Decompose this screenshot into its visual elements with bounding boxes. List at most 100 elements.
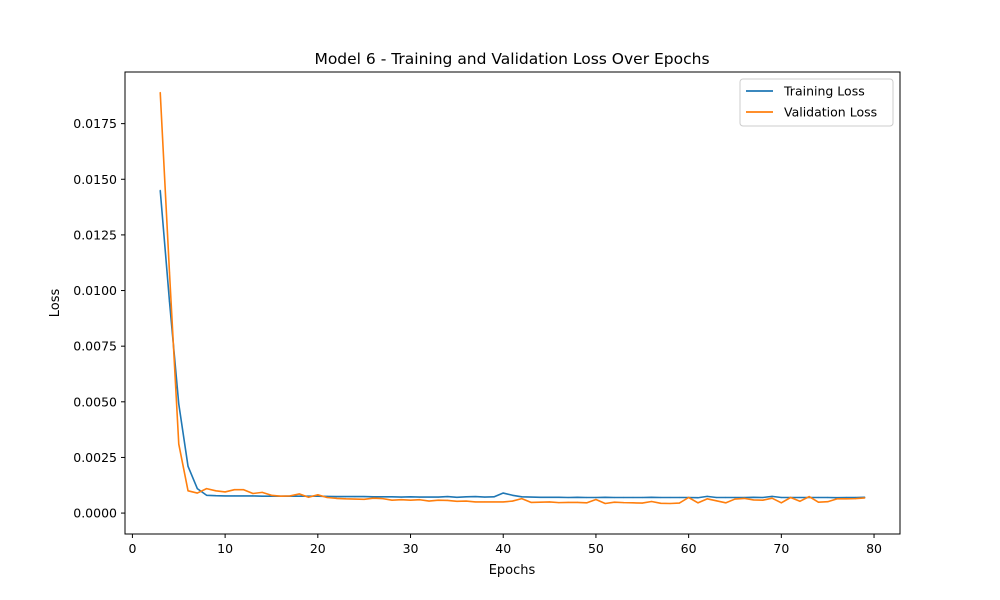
data-point: [372, 497, 375, 499]
data-point: [187, 465, 189, 467]
data-point: [298, 495, 300, 497]
x-tick-label: 60: [681, 541, 697, 556]
data-point: [215, 490, 217, 492]
data-point: [715, 496, 718, 499]
data-point: [669, 496, 671, 499]
data-point: [215, 495, 217, 497]
data-point: [845, 496, 847, 499]
data-point: [706, 495, 708, 497]
data-point: [678, 502, 680, 504]
data-point: [233, 495, 235, 497]
data-point: [604, 502, 606, 505]
data-point: [363, 496, 365, 498]
data-point: [465, 496, 467, 498]
data-point: [762, 496, 764, 499]
data-point: [752, 496, 755, 498]
data-point: [697, 502, 699, 504]
data-point: [178, 443, 180, 445]
data-point: [354, 498, 356, 500]
data-point: [623, 496, 625, 499]
data-point: [335, 497, 337, 499]
data-point: [289, 495, 291, 497]
data-point: [159, 189, 161, 191]
data-point: [771, 497, 773, 499]
data-point: [159, 91, 161, 94]
data-point: [168, 301, 171, 303]
x-tick-label: 10: [217, 541, 233, 556]
data-point: [409, 496, 412, 498]
chart-title: Model 6 - Training and Validation Loss O…: [314, 50, 709, 68]
data-point: [817, 501, 820, 503]
y-tick-label: 0.0000: [73, 506, 117, 521]
x-axis-label: Epochs: [489, 563, 536, 578]
data-point: [780, 502, 782, 504]
data-point: [437, 496, 439, 498]
data-point: [205, 494, 208, 496]
data-point: [548, 496, 551, 498]
data-point: [650, 496, 653, 498]
data-point: [558, 496, 560, 498]
data-point: [261, 491, 263, 493]
y-tick-label: 0.0075: [73, 339, 117, 354]
data-point: [613, 496, 616, 499]
data-point: [725, 502, 727, 504]
data-point: [419, 499, 421, 501]
data-point: [854, 498, 857, 500]
data-point: [725, 496, 727, 499]
series-points-validation-loss: [159, 91, 866, 505]
data-point: [576, 501, 578, 503]
x-tick-label: 30: [403, 541, 419, 556]
data-point: [632, 496, 634, 499]
data-point: [437, 499, 439, 501]
plot-frame: [124, 71, 901, 535]
data-point: [391, 499, 393, 501]
data-point: [521, 496, 523, 498]
data-point: [261, 495, 263, 497]
y-tick-label: 0.0150: [73, 172, 117, 187]
data-point: [641, 502, 643, 504]
y-tick-label: 0.0175: [73, 116, 117, 131]
data-point: [447, 499, 449, 501]
data-point: [521, 498, 523, 500]
data-point: [715, 500, 718, 502]
data-point: [391, 496, 393, 498]
data-point: [632, 502, 634, 504]
data-point: [168, 272, 171, 274]
data-point: [382, 496, 384, 498]
data-point: [382, 498, 384, 500]
data-point: [586, 502, 588, 504]
x-tick-label: 80: [866, 541, 882, 556]
data-point: [363, 498, 365, 500]
data-point: [511, 494, 514, 496]
data-point: [706, 498, 708, 500]
data-point: [502, 492, 504, 494]
y-tick-label: 0.0125: [73, 227, 117, 242]
data-point: [530, 501, 532, 503]
data-point: [187, 490, 189, 492]
data-point: [400, 496, 402, 498]
data-point: [428, 496, 430, 498]
data-point: [456, 496, 458, 498]
legend-label: Validation Loss: [784, 105, 877, 120]
series-layer: [159, 91, 866, 505]
data-point: [697, 497, 699, 499]
data-point: [428, 500, 430, 502]
data-point: [409, 499, 412, 501]
data-point: [317, 494, 319, 496]
x-axis: 0 10 20 30 40 50 60 70 80: [128, 534, 882, 556]
data-point: [530, 496, 532, 498]
data-point: [465, 500, 467, 502]
data-point: [474, 496, 477, 498]
data-point: [669, 502, 671, 505]
data-point: [419, 496, 421, 498]
data-point: [790, 496, 792, 499]
x-tick-label: 50: [588, 541, 604, 556]
data-point: [799, 500, 801, 502]
data-point: [827, 501, 829, 503]
x-tick-label: 70: [773, 541, 789, 556]
data-point: [650, 500, 653, 503]
data-point: [252, 492, 254, 495]
data-point: [845, 498, 847, 500]
legend-box: [739, 78, 894, 127]
